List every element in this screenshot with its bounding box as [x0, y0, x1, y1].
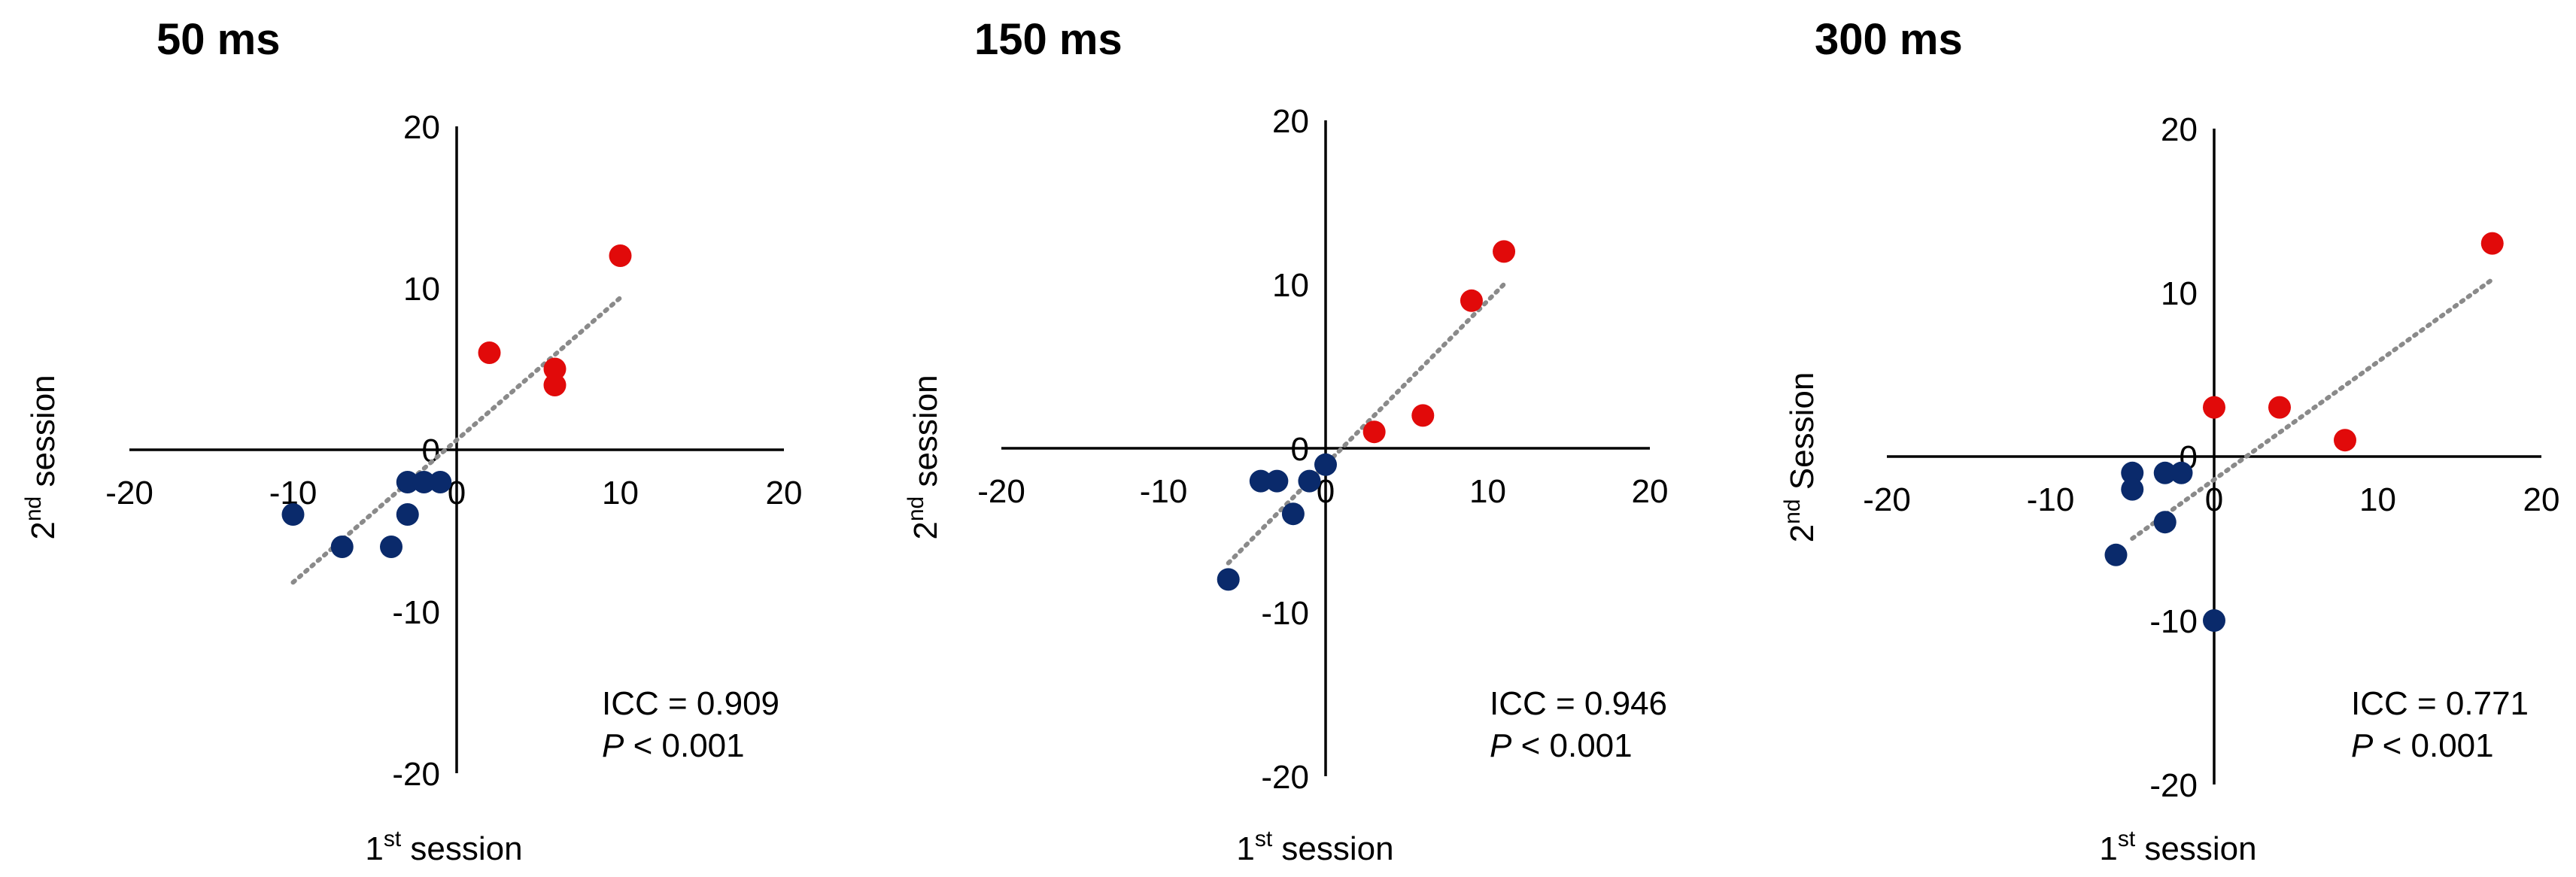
x-tick-label: 20 [1632, 473, 1669, 510]
data-point-red [2203, 396, 2225, 419]
x-tick-label: -20 [977, 473, 1025, 510]
x-tick-label: -20 [1863, 481, 1911, 518]
data-point-blue [2170, 461, 2193, 484]
y-tick-label: -10 [1261, 595, 1309, 632]
y-axis-label: 2nd Session [1780, 372, 1821, 543]
y-tick-label: 10 [1272, 267, 1309, 304]
data-point-red [1460, 289, 1483, 312]
y-tick-label: 20 [403, 109, 440, 146]
y-tick-label: -10 [392, 594, 440, 631]
x-tick-label: 20 [766, 475, 803, 511]
p-value-annotation: P < 0.001 [602, 727, 745, 764]
p-value-annotation: P < 0.001 [1490, 727, 1633, 764]
icc-annotation: ICC = 0.909 [602, 685, 779, 722]
data-point-blue [2203, 609, 2225, 632]
trendline [2130, 277, 2495, 541]
x-tick-label: 10 [602, 475, 639, 511]
x-tick-label: 10 [2359, 481, 2396, 518]
data-point-blue [396, 503, 419, 526]
x-tick-label: -10 [2027, 481, 2075, 518]
data-point-red [543, 357, 567, 381]
x-axis-label: 1st session [365, 827, 522, 867]
data-point-blue [2104, 543, 2128, 566]
y-tick-label: 10 [2161, 275, 2198, 312]
y-tick-label: 20 [2161, 111, 2198, 148]
x-axis-label: 1st session [1236, 827, 1393, 867]
x-tick-label: 0 [2205, 481, 2223, 518]
y-tick-label: -20 [1261, 759, 1309, 796]
icc-annotation: ICC = 0.771 [2351, 685, 2529, 722]
data-point-blue [380, 536, 402, 558]
y-tick-label: 20 [1272, 103, 1309, 140]
x-tick-label: -20 [105, 475, 153, 511]
y-tick-label: -20 [2149, 767, 2198, 804]
data-point-red [1411, 404, 1435, 427]
x-tick-label: 20 [2523, 481, 2560, 518]
data-point-blue [281, 503, 305, 526]
x-tick-label: 10 [1469, 473, 1506, 510]
data-point-red [543, 374, 567, 396]
data-point-blue [2121, 478, 2144, 501]
data-point-blue [429, 471, 452, 493]
data-point-red [478, 341, 501, 364]
panel-title: 150 ms [974, 15, 1122, 64]
data-point-blue [1217, 568, 1240, 591]
data-point-red [1493, 240, 1516, 263]
trendline [290, 295, 623, 585]
data-point-blue [1314, 453, 1337, 476]
data-point-red [2268, 396, 2291, 419]
panel-title: 50 ms [156, 15, 280, 64]
trendline [1226, 282, 1507, 566]
data-point-red [609, 244, 632, 267]
x-axis-label: 1st session [2099, 827, 2256, 867]
icc-annotation: ICC = 0.946 [1490, 685, 1667, 722]
data-point-blue [396, 471, 419, 493]
y-axis-label: 2nd session [21, 375, 62, 539]
x-tick-label: -10 [1140, 473, 1188, 510]
data-point-red [2334, 429, 2356, 452]
data-point-red [1362, 420, 1386, 444]
data-point-red [2480, 232, 2504, 255]
p-value-annotation: P < 0.001 [2351, 727, 2494, 764]
panel-title: 300 ms [1815, 15, 1963, 64]
y-tick-label: 10 [403, 271, 440, 308]
data-point-blue [412, 471, 436, 493]
data-point-blue [2153, 461, 2177, 484]
data-point-blue [1298, 469, 1321, 493]
data-point-blue [330, 536, 354, 558]
data-point-blue [1281, 502, 1305, 526]
y-tick-label: -20 [392, 756, 440, 793]
data-point-blue [2121, 461, 2144, 484]
data-point-blue [1249, 469, 1272, 493]
data-point-blue [1265, 469, 1289, 493]
y-tick-label: 0 [1291, 431, 1309, 468]
y-axis-label: 2nd session [904, 375, 944, 539]
data-point-blue [2153, 511, 2177, 534]
y-tick-label: -10 [2149, 603, 2198, 640]
